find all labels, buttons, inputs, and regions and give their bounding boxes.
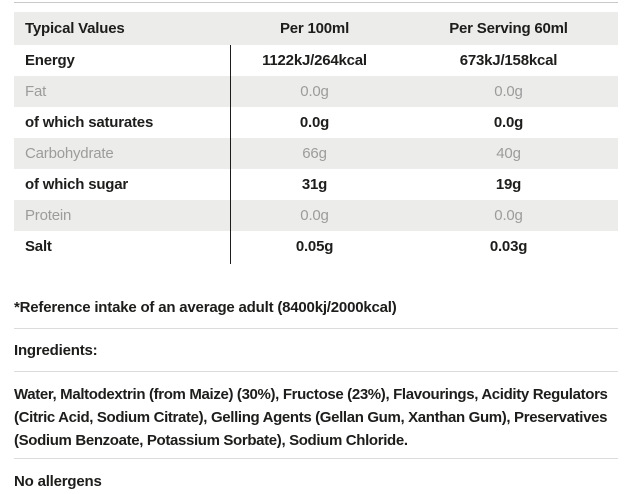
top-divider	[14, 2, 618, 3]
row-value-serving: 0.0g	[493, 114, 524, 131]
row-value-serving: 40g	[496, 145, 521, 162]
row-label: Fat	[25, 83, 47, 100]
allergens-note: No allergens	[14, 473, 102, 490]
section-divider	[14, 371, 618, 372]
row-value-per100: 0.0g	[300, 83, 329, 100]
row-value-serving: 673kJ/158kcal	[459, 52, 558, 69]
row-value-per100: 0.0g	[300, 207, 329, 224]
table-header-row: Typical Values Per 100ml Per Serving 60m…	[14, 12, 618, 45]
row-value-serving: 19g	[495, 176, 522, 193]
row-value-serving: 0.0g	[494, 207, 523, 224]
column-header-per-100ml: Per 100ml	[279, 20, 350, 37]
ingredients-heading: Ingredients:	[14, 342, 98, 359]
row-label: Salt	[25, 238, 52, 255]
table-row-carbohydrate: Carbohydrate 66g 40g	[14, 138, 618, 169]
table-row-protein: Protein 0.0g 0.0g	[14, 200, 618, 231]
section-divider	[14, 328, 618, 329]
row-value-serving: 0.0g	[494, 83, 523, 100]
row-value-per100: 31g	[301, 176, 328, 193]
row-label: Carbohydrate	[25, 145, 114, 162]
table-row-saturates: of which saturates 0.0g 0.0g	[14, 107, 618, 138]
table-row-salt: Salt 0.05g 0.03g	[14, 231, 618, 262]
table-row-sugar: of which sugar 31g 19g	[14, 169, 618, 200]
row-value-per100: 0.05g	[295, 238, 334, 255]
row-value-serving: 0.03g	[489, 238, 528, 255]
ingredients-text: Water, Maltodextrin (from Maize) (30%), …	[14, 386, 608, 449]
reference-intake-note: *Reference intake of an average adult (8…	[14, 299, 397, 316]
column-header-typical-values: Typical Values	[25, 20, 125, 37]
column-header-per-serving: Per Serving 60ml	[449, 20, 568, 37]
column-divider-rule	[230, 45, 231, 264]
row-value-per100: 0.0g	[299, 114, 330, 131]
row-value-per100: 1122kJ/264kcal	[262, 52, 367, 69]
row-label: of which saturates	[25, 114, 154, 131]
table-row-fat: Fat 0.0g 0.0g	[14, 76, 618, 107]
row-label: Protein	[25, 207, 72, 224]
section-divider	[14, 458, 618, 459]
row-label: Energy	[25, 52, 75, 69]
row-label: of which sugar	[25, 176, 129, 193]
row-value-per100: 66g	[302, 145, 327, 162]
table-row-energy: Energy 1122kJ/264kcal 673kJ/158kcal	[14, 45, 618, 76]
nutrition-table: Typical Values Per 100ml Per Serving 60m…	[14, 12, 618, 264]
